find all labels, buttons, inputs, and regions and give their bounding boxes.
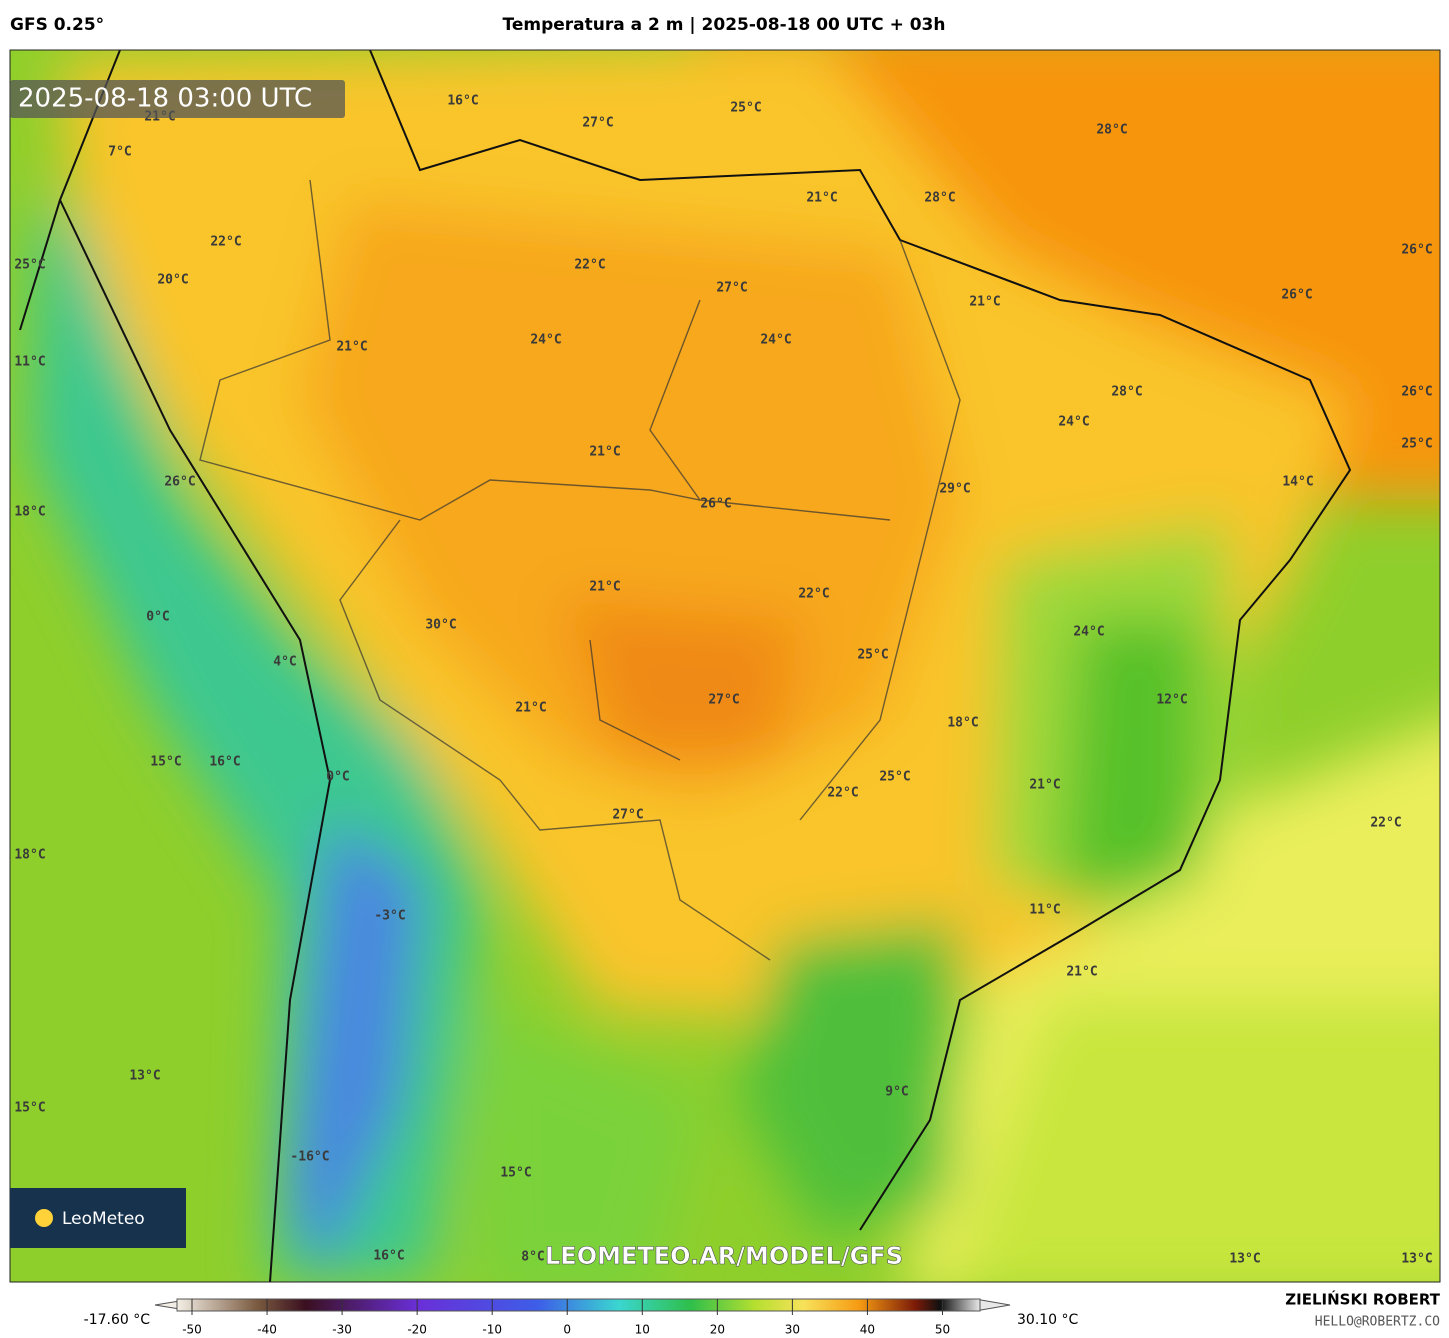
colorbar-tick-label: 30 [785, 1323, 800, 1337]
colorbar [176, 1298, 981, 1312]
temperature-label: 26°C [1401, 243, 1432, 258]
temperature-label: -16°C [290, 1150, 329, 1165]
watermark: LEOMETEO.AR/MODEL/GFS [545, 1242, 903, 1270]
temperature-label: 16°C [373, 1249, 404, 1264]
temperature-label: 28°C [1111, 385, 1142, 400]
temperature-label: 24°C [530, 333, 561, 348]
map-title: Temperatura a 2 m | 2025-08-18 00 UTC + … [503, 15, 946, 35]
temperature-label: 22°C [210, 235, 241, 250]
colorbar-tick-label: 0 [563, 1323, 571, 1337]
temperature-label: 24°C [1058, 415, 1089, 430]
temperature-label: 7°C [108, 145, 131, 160]
temperature-label: 15°C [14, 1101, 45, 1116]
colorbar-tick-label: 50 [935, 1323, 950, 1337]
temperature-label: 30°C [425, 618, 456, 633]
temperature-label: 26°C [1401, 385, 1432, 400]
temperature-label: 11°C [1029, 903, 1060, 918]
temperature-label: 22°C [798, 587, 829, 602]
temperature-label: 28°C [1096, 123, 1127, 138]
temperature-label: 14°C [1282, 475, 1313, 490]
colorbar-min-label: -17.60 °C [84, 1312, 151, 1328]
temperature-label: 26°C [700, 497, 731, 512]
model-name: GFS 0.25° [10, 15, 104, 35]
temperature-label: 26°C [1281, 288, 1312, 303]
temperature-label: 21°C [336, 340, 367, 355]
temperature-label: 22°C [1370, 816, 1401, 831]
colorbar-tick-label: -30 [332, 1323, 352, 1337]
temperature-label: 18°C [14, 848, 45, 863]
temperature-label: 9°C [885, 1085, 908, 1100]
logo-sun [35, 1209, 53, 1227]
colorbar-tick-label: -10 [482, 1323, 502, 1337]
temperature-label: 21°C [1066, 965, 1097, 980]
temperature-label: 27°C [582, 116, 613, 131]
temperature-label: 20°C [157, 273, 188, 288]
temperature-label: 12°C [1156, 693, 1187, 708]
borders [199, 179, 961, 961]
temperature-label: 13°C [1229, 1252, 1260, 1267]
temperature-label: -3°C [374, 909, 405, 924]
credit-email: HELLO@ROBERTZ.CO [1315, 1315, 1440, 1330]
temperature-label: 27°C [716, 281, 747, 296]
temperature-label: 4°C [273, 655, 296, 670]
temperature-label: 16°C [209, 755, 240, 770]
temperature-label: 15°C [150, 755, 181, 770]
temperature-label: 24°C [760, 333, 791, 348]
temperature-label: 25°C [879, 770, 910, 785]
colorbar-tick-label: -20 [407, 1323, 427, 1337]
temperature-label: 25°C [1401, 437, 1432, 452]
temperature-label: 11°C [14, 355, 45, 370]
temperature-label: 13°C [129, 1069, 160, 1084]
temperature-label: 15°C [500, 1166, 531, 1181]
temperature-label: 0°C [146, 610, 169, 625]
colorbar-tick-label: 40 [860, 1323, 875, 1337]
credit-author: ZIELIŃSKI ROBERT [1285, 1290, 1440, 1309]
temperature-label: 24°C [1073, 625, 1104, 640]
temperature-label: 21°C [806, 191, 837, 206]
temperature-label: 25°C [857, 648, 888, 663]
colorbar-tick-label: -40 [257, 1323, 277, 1337]
temperature-label: 18°C [947, 716, 978, 731]
map-field [10, 50, 1440, 1282]
timestamp: 2025-08-18 03:00 UTC [18, 84, 312, 114]
temperature-label: 16°C [447, 94, 478, 109]
temperature-label: 21°C [589, 580, 620, 595]
temperature-label: 26°C [164, 475, 195, 490]
map-frame [9, 49, 1441, 1283]
colorbar-max-label: 30.10 °C [1017, 1312, 1079, 1328]
temperature-label: 21°C [515, 701, 546, 716]
temperature-label: 8°C [521, 1250, 544, 1265]
temperature-label: 21°C [1029, 778, 1060, 793]
colorbar-tick-label: -50 [182, 1323, 202, 1337]
logo-text: LeoMeteo [62, 1209, 145, 1229]
temperature-label: 27°C [708, 693, 739, 708]
temperature-label: 21°C [969, 295, 1000, 310]
temperature-label: 18°C [14, 505, 45, 520]
temperature-label: 22°C [827, 786, 858, 801]
temperature-label: 22°C [574, 258, 605, 273]
temperature-label: 25°C [14, 258, 45, 273]
temperature-label: 21°C [589, 445, 620, 460]
colorbar-tick-label: 10 [635, 1323, 650, 1337]
temperature-label: 27°C [612, 808, 643, 823]
colorbar-tick-label: 20 [710, 1323, 725, 1337]
temperature-label: 25°C [730, 101, 761, 116]
temperature-label: 28°C [924, 191, 955, 206]
temperature-label: 29°C [939, 482, 970, 497]
timestamp-box [10, 80, 345, 118]
temperature-label: 13°C [1401, 1252, 1432, 1267]
temperature-label: 0°C [326, 770, 349, 785]
